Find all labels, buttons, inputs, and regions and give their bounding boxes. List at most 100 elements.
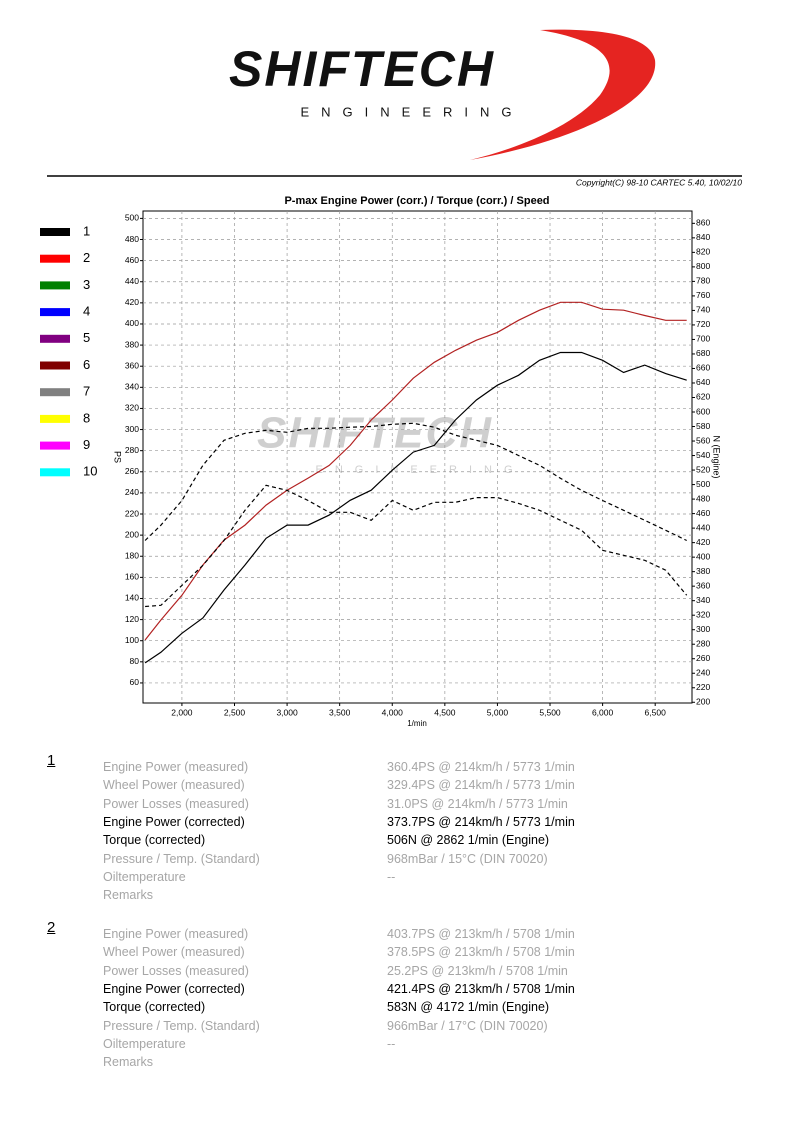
logo-swoosh [470,29,656,161]
y2-tick-label: 680 [696,348,710,358]
y2-tick-label: 840 [696,232,710,242]
y2-tick-label: 420 [696,537,710,547]
y2-tick-label: 220 [696,682,710,692]
result-label: Remarks [103,1055,154,1070]
result-value: 25.2PS @ 213km/h / 5708 1/min [387,963,568,978]
result-label: Engine Power (measured) [103,760,249,774]
result-label: Oiltemperature [103,1036,186,1051]
legend-swatch [40,441,70,450]
run-number: 2 [47,919,56,936]
x-tick-label: 4,000 [382,707,404,717]
y2-tick-label: 320 [696,609,710,619]
x-tick-label: 3,000 [276,707,298,717]
y-tick-label: 200 [125,529,139,539]
legend-label: 3 [83,277,90,292]
torque-line [145,484,688,608]
x-tick-label: 6,500 [645,707,667,717]
chart-title: P-max Engine Power (corr.) / Torque (cor… [284,195,549,207]
y2-tick-label: 400 [696,551,710,561]
y2-tick-label: 300 [696,624,710,634]
result-value: 966mBar / 17°C (DIN 70020) [387,1018,548,1033]
y2-tick-label: 660 [696,363,710,373]
dyno-sheet: SHIFTECH ENGINEERING Copyright(C) 98-10 … [40,29,742,728]
y2-tick-label: 800 [696,261,710,271]
y-tick-label: 380 [125,339,139,349]
legend-swatch [40,388,70,397]
result-label: Oiltemperature [103,869,186,884]
result-value: 421.4PS @ 213km/h / 5708 1/min [387,981,575,996]
result-label: Power Losses (measured) [103,796,249,811]
legend-label: 5 [83,330,90,345]
result-label: Engine Power (corrected) [103,981,245,996]
legend-label: 8 [83,410,90,425]
y2-tick-label: 540 [696,450,710,460]
y2-tick-label: 620 [696,392,710,402]
result-label: Power Losses (measured) [103,963,249,978]
y-tick-label: 300 [125,424,139,434]
x-tick-label: 5,000 [487,707,509,717]
x-tick-label: 3,500 [329,707,351,717]
y-tick-label: 180 [125,550,139,560]
legend-label: 1 [83,223,90,238]
result-value: 506N @ 2862 1/min (Engine) [387,833,550,848]
legend-label: 2 [83,250,90,265]
result-label: Wheel Power (measured) [103,778,245,793]
y2-tick-label: 860 [696,218,710,228]
legend-label: 4 [83,304,90,319]
legend-swatch [40,254,70,263]
y2-tick-label: 520 [696,464,710,474]
result-value: 403.7PS @ 213km/h / 5708 1/min [387,927,575,941]
y2-tick-label: 760 [696,290,710,300]
y-tick-label: 80 [130,656,140,666]
y-tick-label: 400 [125,318,139,328]
result-label: Engine Power (measured) [103,927,249,941]
y-tick-label: 420 [125,297,139,307]
x-tick-label: 5,500 [539,707,561,717]
y-tick-label: 60 [130,677,140,687]
x-tick-label: 2,000 [171,707,193,717]
result-label: Pressure / Temp. (Standard) [103,1018,260,1033]
y-tick-label: 160 [125,572,139,582]
y-tick-label: 320 [125,403,139,413]
x-tick-label: 6,000 [592,707,614,717]
y2-tick-label: 700 [696,334,710,344]
y2-tick-label: 260 [696,653,710,663]
result-value: 378.5PS @ 213km/h / 5708 1/min [387,945,575,960]
y2-tick-label: 600 [696,406,710,416]
result-value: -- [387,869,396,884]
legend-swatch [40,361,70,370]
x-axis-label: 1/min [407,719,427,728]
y-tick-label: 500 [125,213,139,223]
y2-tick-label: 780 [696,276,710,286]
legend-swatch [40,308,70,317]
result-label: Torque (corrected) [103,833,206,848]
legend-swatch [40,228,70,236]
result-value: 31.0PS @ 214km/h / 5773 1/min [387,796,568,811]
y-tick-label: 360 [125,360,139,370]
legend-label: 9 [83,437,90,452]
legend-swatch [40,414,70,423]
y-tick-label: 460 [125,255,139,265]
result-value: 968mBar / 15°C (DIN 70020) [387,851,548,866]
legend-label: 7 [83,384,90,399]
watermark-tagline: ENGINEERING [315,464,524,476]
y2-tick-label: 640 [696,377,710,387]
run-number: 1 [47,752,56,769]
result-label: Torque (corrected) [103,1000,206,1015]
y-axis-label: PS [113,451,123,463]
y2-tick-label: 380 [696,566,710,576]
y2-tick-label: 200 [696,697,710,707]
legend-label: 10 [83,464,97,479]
result-value: 329.4PS @ 214km/h / 5773 1/min [387,778,575,793]
y2-tick-label: 500 [696,479,710,489]
result-value: -- [387,1036,396,1051]
legend-swatch [40,468,70,477]
y2-tick-label: 560 [696,435,710,445]
y2-tick-label: 460 [696,508,710,518]
power-line [144,351,687,664]
result-value: 360.4PS @ 214km/h / 5773 1/min [387,760,575,774]
y2-tick-label: 720 [696,319,710,329]
power-line [144,301,687,641]
y2-tick-label: 280 [696,638,710,648]
